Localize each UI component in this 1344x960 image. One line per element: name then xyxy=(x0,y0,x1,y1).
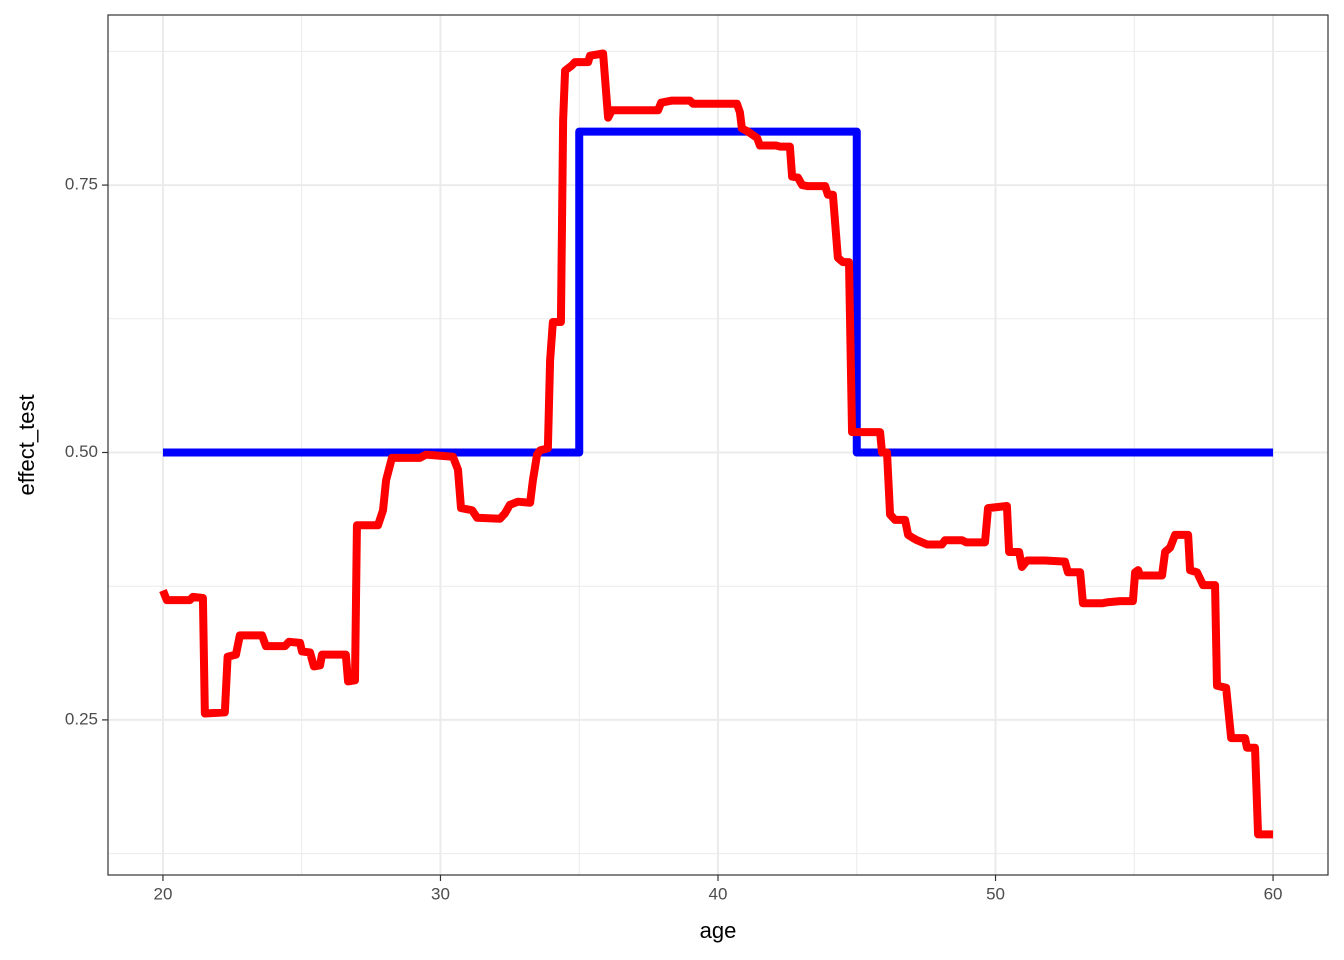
x-axis-title: age xyxy=(700,918,737,943)
y-axis-title: effect_test xyxy=(14,394,39,495)
panel-border xyxy=(107,14,1329,876)
x-tick-label: 60 xyxy=(1264,884,1283,903)
x-tick-label: 30 xyxy=(431,884,450,903)
x-tick-label: 20 xyxy=(153,884,172,903)
series-line xyxy=(159,49,1274,839)
y-tick-label: 0.25 xyxy=(65,709,98,728)
x-tick-label: 40 xyxy=(709,884,728,903)
y-tick-label: 0.50 xyxy=(65,442,98,461)
y-tick-label: 0.75 xyxy=(65,175,98,194)
x-tick-label: 50 xyxy=(986,884,1005,903)
series-line xyxy=(162,127,1274,457)
